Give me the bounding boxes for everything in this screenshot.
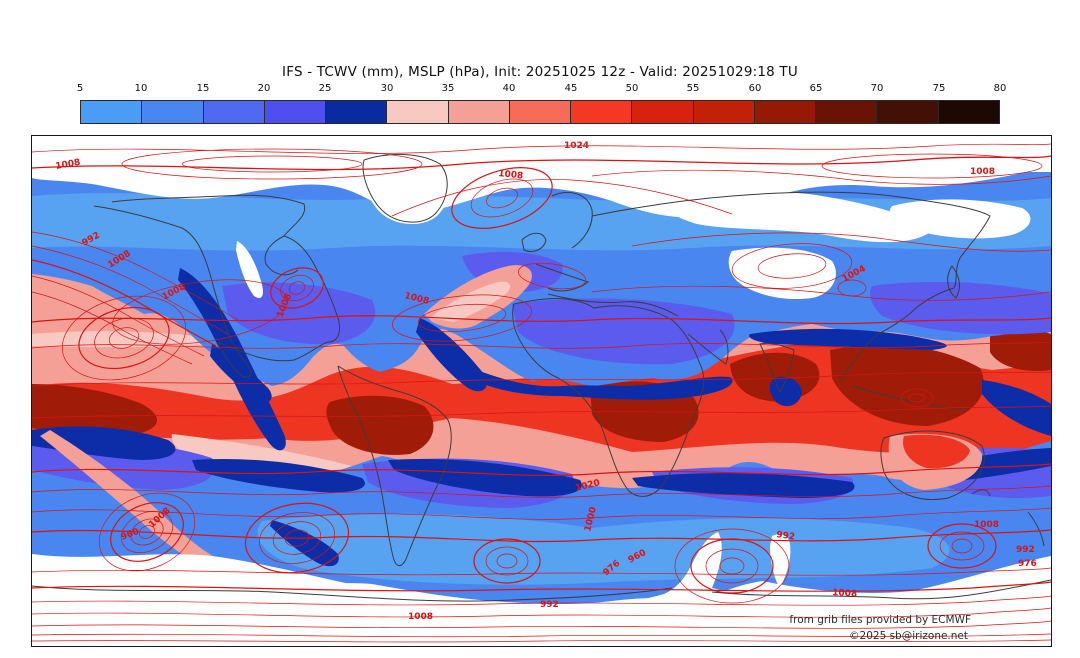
colorbar-cell — [81, 101, 143, 123]
pressure-label: 1008 — [970, 167, 995, 177]
world-weather-map: 1008 1008 1008 1024 1008 992 1008 1008 1… — [31, 135, 1052, 647]
colorbar-tick: 45 — [564, 83, 578, 94]
colorbar-tick: 25 — [318, 83, 332, 94]
colorbar-tick: 60 — [748, 83, 762, 94]
colorbar-tick: 5 — [76, 83, 84, 94]
colorbar-gradient — [80, 100, 1000, 124]
colorbar-cell — [754, 101, 817, 123]
colorbar-tick: 70 — [870, 83, 884, 94]
colorbar-tick: 40 — [502, 83, 516, 94]
colorbar-cell — [632, 101, 694, 123]
colorbar-tick: 30 — [380, 83, 394, 94]
colorbar-tick: 80 — [993, 83, 1007, 94]
colorbar: 5 10 15 20 25 30 35 40 45 50 55 60 65 70… — [76, 83, 1007, 125]
tcwv-mslp-map-plot: 1008 1008 1008 1024 1008 992 1008 1008 1… — [32, 136, 1051, 646]
pressure-label: 992 — [540, 600, 559, 610]
colorbar-cell — [693, 101, 755, 123]
data-source-attribution: from grib files provided by ECMWF — [789, 614, 971, 626]
coastlines — [32, 153, 1051, 602]
colorbar-cell — [509, 101, 572, 123]
colorbar-tick: 50 — [625, 83, 639, 94]
colorbar-cell — [142, 101, 204, 123]
pressure-label: 1008 — [55, 158, 81, 172]
colorbar-cell — [877, 101, 939, 123]
pressure-label: 992 — [776, 530, 796, 543]
colorbar-cell — [938, 101, 999, 123]
pressure-label: 976 — [1018, 559, 1037, 569]
pressure-label: 1008 — [832, 588, 858, 600]
pressure-label: 1008 — [974, 520, 999, 530]
colorbar-tick: 15 — [196, 83, 210, 94]
colorbar-cell — [326, 101, 388, 123]
colorbar-tick: 55 — [686, 83, 700, 94]
colorbar-cell — [448, 101, 510, 123]
copyright-attribution: ©2025 sb@irizone.net — [849, 630, 968, 642]
colorbar-cell — [571, 101, 633, 123]
pressure-label: 992 — [1016, 545, 1035, 555]
colorbar-tick: 65 — [809, 83, 823, 94]
page-title: IFS - TCWV (mm), MSLP (hPa), Init: 20251… — [282, 64, 798, 80]
colorbar-tick: 10 — [134, 83, 148, 94]
pressure-label: 1008 — [498, 169, 524, 182]
colorbar-cell — [816, 101, 878, 123]
colorbar-cell — [264, 101, 327, 123]
colorbar-tick-labels: 5 10 15 20 25 30 35 40 45 50 55 60 65 70… — [76, 83, 1007, 97]
colorbar-tick: 75 — [932, 83, 946, 94]
colorbar-cell — [387, 101, 449, 123]
colorbar-tick: 35 — [441, 83, 455, 94]
colorbar-tick: 20 — [257, 83, 271, 94]
colorbar-cell — [203, 101, 265, 123]
pressure-label: 1008 — [408, 612, 433, 622]
pressure-label: 1024 — [564, 141, 589, 151]
mslp-contours — [32, 143, 1051, 643]
